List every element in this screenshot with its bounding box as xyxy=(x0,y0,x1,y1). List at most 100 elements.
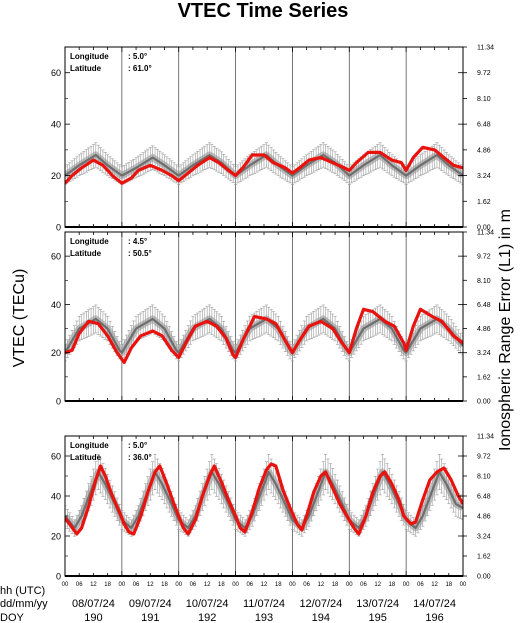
longitude-label: Longitude xyxy=(70,52,109,61)
date-label: 12/07/24 xyxy=(299,598,342,610)
y-right-tick-label: 3.24 xyxy=(477,173,491,180)
y-tick-label: 0 xyxy=(56,572,61,582)
observed-line xyxy=(65,462,463,536)
y-right-tick-label: 11.34 xyxy=(477,230,494,237)
hour-label: 12 xyxy=(204,582,211,588)
hour-label: 18 xyxy=(332,582,339,588)
latitude-label: Latitude xyxy=(70,249,102,258)
longitude-label: Longitude xyxy=(70,441,109,450)
y-right-tick-label: 4.86 xyxy=(477,514,491,521)
hour-label: 00 xyxy=(119,582,126,588)
y-tick-label: 40 xyxy=(51,120,61,130)
hour-label: 12 xyxy=(318,582,325,588)
hour-label: 00 xyxy=(289,582,296,588)
y-right-tick-label: 0.00 xyxy=(477,225,491,232)
y-axis-label-right: Ionospheric Range Error (L1) in m xyxy=(497,209,514,451)
latitude-label: Latitude xyxy=(70,453,102,462)
hour-label: 06 xyxy=(360,582,367,588)
location-info: Longitude: 5.0° Latitude: 36.0° xyxy=(70,441,152,462)
hour-label: 12 xyxy=(90,582,97,588)
y-tick-label: 20 xyxy=(51,171,61,181)
y-right-tick-label: 11.34 xyxy=(477,434,494,441)
panel-2: 0 20 40 60 0.00 1.62 3.24 4.86 6.48 8.10 9.72 11.34… xyxy=(51,230,494,407)
observed-line xyxy=(65,307,463,364)
hour-label: 18 xyxy=(104,582,111,588)
hour-label: 18 xyxy=(275,582,282,588)
reference-line xyxy=(65,317,463,354)
y-tick-label: 0 xyxy=(56,397,61,407)
row-label-date: dd/mm/yy xyxy=(0,598,48,610)
y-tick-label: 40 xyxy=(51,492,61,502)
panel-frame xyxy=(64,46,464,228)
hour-label: 18 xyxy=(389,582,396,588)
hour-label: 06 xyxy=(417,582,424,588)
date-label: 09/07/24 xyxy=(129,598,172,610)
row-label-doy: DOY xyxy=(0,612,25,623)
latitude-value: : 36.0° xyxy=(128,453,152,462)
y-right-tick-label: 3.24 xyxy=(477,534,491,541)
date-label: 11/07/24 xyxy=(243,598,285,610)
y-tick-label: 0 xyxy=(56,223,61,233)
longitude-value: : 5.0° xyxy=(128,52,147,61)
y-right-tick-label: 9.72 xyxy=(477,454,491,461)
y-right-tick-label: 6.48 xyxy=(477,494,491,501)
hour-label: 00 xyxy=(62,582,69,588)
longitude-label: Longitude xyxy=(70,237,109,246)
hour-label: 18 xyxy=(161,582,168,588)
row-label-hh: hh (UTC) xyxy=(0,585,45,597)
y-right-tick-label: 1.62 xyxy=(477,199,491,206)
hour-label: 12 xyxy=(431,582,438,588)
location-info: Longitude : 5.0° Latitude : 61.0° xyxy=(70,52,152,73)
date-label: 14/07/24 xyxy=(413,598,456,610)
doy-label: 194 xyxy=(312,612,330,623)
latitude-value: : 61.0° xyxy=(128,64,152,73)
y-right-tick-label: 8.10 xyxy=(477,278,491,285)
doy-label: 196 xyxy=(425,612,443,623)
chart-title: VTEC Time Series xyxy=(178,0,349,22)
latitude-value: : 50.5° xyxy=(128,249,152,258)
y-right-tick-label: 1.62 xyxy=(477,374,491,381)
y-right-tick-label: 9.72 xyxy=(477,70,491,77)
y-tick-label: 60 xyxy=(51,252,61,262)
latitude-label: Latitude xyxy=(70,64,102,73)
date-label: 10/07/24 xyxy=(186,598,229,610)
date-label: 13/07/24 xyxy=(356,598,399,610)
hour-label: 06 xyxy=(303,582,310,588)
y-axis-label: VTEC (TECu) xyxy=(11,269,28,368)
y-tick-label: 60 xyxy=(51,452,61,462)
hour-label: 06 xyxy=(76,582,83,588)
y-tick-label: 20 xyxy=(51,532,61,542)
doy-label: 191 xyxy=(141,612,159,623)
doy-label: 192 xyxy=(198,612,216,623)
y-tick-label: 40 xyxy=(51,300,61,310)
y-right-tick-label: 11.34 xyxy=(477,45,494,52)
hour-label: 06 xyxy=(190,582,197,588)
y-right-tick-label: 4.86 xyxy=(477,326,491,333)
doy-label: 190 xyxy=(84,612,102,623)
hour-label: 12 xyxy=(374,582,381,588)
hour-label: 00 xyxy=(175,582,182,588)
y-right-tick-label: 6.48 xyxy=(477,302,491,309)
y-right-tick-label: 0.00 xyxy=(477,399,491,406)
hour-label: 18 xyxy=(218,582,225,588)
hour-label: 06 xyxy=(133,582,140,588)
hour-label: 00 xyxy=(346,582,353,588)
hour-label: 00 xyxy=(232,582,239,588)
y-right-tick-label: 3.24 xyxy=(477,350,491,357)
y-right-tick-label: 8.10 xyxy=(477,474,491,481)
location-info: Longitude: 4.5° Latitude: 50.5° xyxy=(70,237,152,258)
date-label: 08/07/24 xyxy=(72,598,115,610)
doy-label: 195 xyxy=(369,612,387,623)
y-right-tick-label: 6.48 xyxy=(477,122,491,129)
hour-label: 06 xyxy=(246,582,253,588)
y-right-tick-label: 0.00 xyxy=(477,574,491,581)
hour-label: 18 xyxy=(445,582,452,588)
y-tick-label: 60 xyxy=(51,68,61,78)
panel-1: 0 20 40 60 0.00 1.62 3.24 4.86 6.48 8.10 9.72 11.34… xyxy=(51,45,494,233)
hour-label: 12 xyxy=(261,582,268,588)
y-right-tick-label: 8.10 xyxy=(477,96,491,103)
observed-line xyxy=(65,145,463,185)
y-right-tick-label: 4.86 xyxy=(477,147,491,154)
y-right-tick-label: 1.62 xyxy=(477,554,491,561)
